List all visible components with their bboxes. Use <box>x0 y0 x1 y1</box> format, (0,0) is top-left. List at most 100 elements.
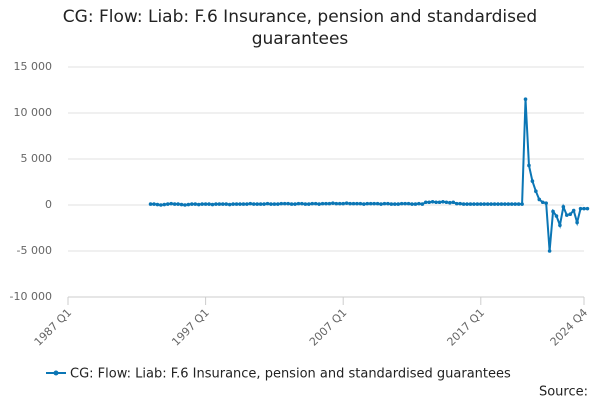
data-point <box>554 214 559 218</box>
y-tick-label: -5 000 <box>17 244 52 257</box>
data-point <box>430 199 435 204</box>
data-point <box>492 202 497 206</box>
data-point <box>479 202 483 206</box>
y-tick-label: 15 000 <box>14 60 53 73</box>
data-point <box>448 200 452 205</box>
data-point <box>434 200 438 205</box>
data-point <box>393 202 397 206</box>
data-point <box>413 202 418 206</box>
data-point <box>279 201 284 206</box>
data-point <box>276 202 280 206</box>
data-point <box>506 202 511 206</box>
data-point <box>544 201 548 205</box>
data-point <box>406 201 411 206</box>
data-point <box>251 202 256 206</box>
x-tick-label: 1997 Q1 <box>169 306 212 349</box>
data-point <box>585 206 590 211</box>
data-point <box>293 202 297 206</box>
data-point <box>375 201 380 206</box>
data-point <box>513 202 517 206</box>
x-tick-label: 2017 Q1 <box>445 306 488 349</box>
chart-title: CG: Flow: Liab: F.6 Insurance, pension a… <box>62 7 538 49</box>
data-point <box>499 202 504 206</box>
data-point <box>320 201 325 206</box>
data-point <box>300 201 304 206</box>
data-point <box>341 201 346 206</box>
data-point <box>265 201 270 206</box>
data-point <box>176 202 180 206</box>
data-point <box>468 202 473 206</box>
data-point <box>399 201 404 206</box>
data-point <box>331 201 335 205</box>
data-point <box>245 202 249 206</box>
data-point <box>179 202 184 207</box>
data-point <box>303 202 308 206</box>
data-point <box>193 202 198 206</box>
data-point <box>337 201 342 206</box>
data-point <box>365 201 370 206</box>
source: Source: <box>539 385 588 400</box>
data-point <box>575 220 579 225</box>
data-point <box>234 202 239 206</box>
data-point <box>210 202 215 207</box>
data-point <box>327 201 332 206</box>
data-point <box>238 202 242 206</box>
data-point <box>217 202 222 206</box>
data-point <box>537 197 542 202</box>
data-point <box>183 203 187 207</box>
data-point <box>396 202 401 206</box>
data-point <box>190 202 194 206</box>
data-point <box>159 203 163 207</box>
series-line <box>150 99 588 252</box>
data-point <box>561 205 566 209</box>
legend: CG: Flow: Liab: F.6 Insurance, pension a… <box>46 367 511 382</box>
data-point <box>496 202 500 206</box>
data-point <box>162 202 167 207</box>
legend-marker <box>53 370 59 376</box>
data-point <box>258 202 263 206</box>
data-point <box>165 202 170 206</box>
data-point <box>334 201 339 206</box>
data-point <box>534 189 538 193</box>
legend-label: CG: Flow: Liab: F.6 Insurance, pension a… <box>70 367 511 382</box>
data-point <box>475 202 480 206</box>
x-tick-label: 2007 Q1 <box>307 306 350 349</box>
data-point <box>355 201 359 206</box>
data-point <box>489 202 493 206</box>
data-point <box>196 202 201 207</box>
data-point <box>368 201 373 206</box>
x-tick-label: 1987 Q1 <box>32 306 75 349</box>
data-point <box>410 202 414 206</box>
y-tick-label: 0 <box>45 198 52 211</box>
data-point <box>269 202 273 206</box>
data-point <box>348 201 352 206</box>
data-point <box>255 202 259 206</box>
data-point <box>262 202 266 206</box>
data-point <box>441 199 445 204</box>
data-point <box>227 202 232 207</box>
data-point <box>417 201 421 206</box>
y-tick-label: -10 000 <box>10 290 52 303</box>
data-point <box>379 202 383 206</box>
data-point <box>186 202 191 207</box>
data-point <box>248 201 253 206</box>
data-point <box>472 202 476 206</box>
data-point <box>317 202 321 206</box>
data-point <box>358 201 363 206</box>
data-point <box>155 202 160 207</box>
data-point <box>551 209 555 214</box>
data-point <box>207 202 211 206</box>
data-point <box>307 202 311 206</box>
data-point <box>444 200 449 205</box>
data-point <box>169 201 173 206</box>
data-point <box>420 202 425 206</box>
data-point <box>389 202 394 206</box>
data-point <box>523 97 528 101</box>
data-point <box>527 163 531 168</box>
data-point <box>272 202 277 206</box>
data-point <box>530 179 535 183</box>
data-point <box>461 202 466 206</box>
data-point <box>324 201 328 206</box>
